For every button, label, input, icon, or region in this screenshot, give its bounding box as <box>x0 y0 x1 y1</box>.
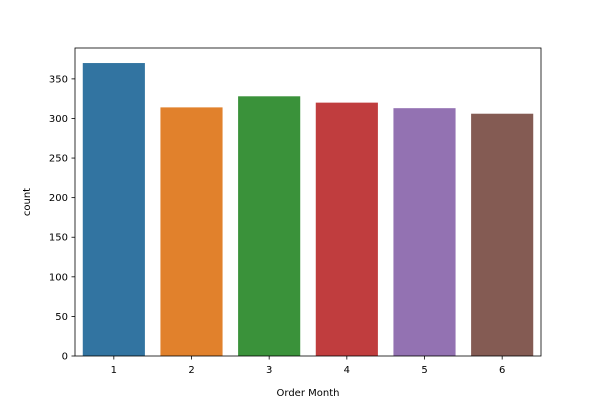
y-tick-label-300: 300 <box>49 114 68 125</box>
y-tick-label-100: 100 <box>49 272 68 283</box>
bar-6 <box>471 113 534 356</box>
x-axis-label: Order Month <box>277 388 340 399</box>
y-tick-label-250: 250 <box>49 154 68 165</box>
bar-5 <box>393 108 456 356</box>
y-tick-label-50: 50 <box>55 312 68 323</box>
x-tick-label-2: 2 <box>188 365 194 376</box>
plot-frame <box>74 47 542 357</box>
x-tick-label-3: 3 <box>266 365 272 376</box>
bar-2 <box>160 107 223 357</box>
bars-group <box>82 63 534 357</box>
y-tick-label-350: 350 <box>49 74 68 85</box>
y-tick-label-0: 0 <box>62 352 68 363</box>
y-tick-label-200: 200 <box>49 193 68 204</box>
y-axis-ticks: 0 50 100 150 200 250 300 350 <box>49 74 75 363</box>
x-tick-label-4: 4 <box>344 365 350 376</box>
bar-4 <box>315 102 378 357</box>
x-tick-label-1: 1 <box>111 365 117 376</box>
x-axis-ticks: 1 2 3 4 5 6 <box>111 356 505 376</box>
y-tick-label-150: 150 <box>49 233 68 244</box>
bar-1 <box>82 63 145 356</box>
x-tick-label-5: 5 <box>421 365 427 376</box>
y-axis-label: count <box>22 188 33 216</box>
bar-3 <box>238 96 301 356</box>
x-tick-label-6: 6 <box>499 365 505 376</box>
